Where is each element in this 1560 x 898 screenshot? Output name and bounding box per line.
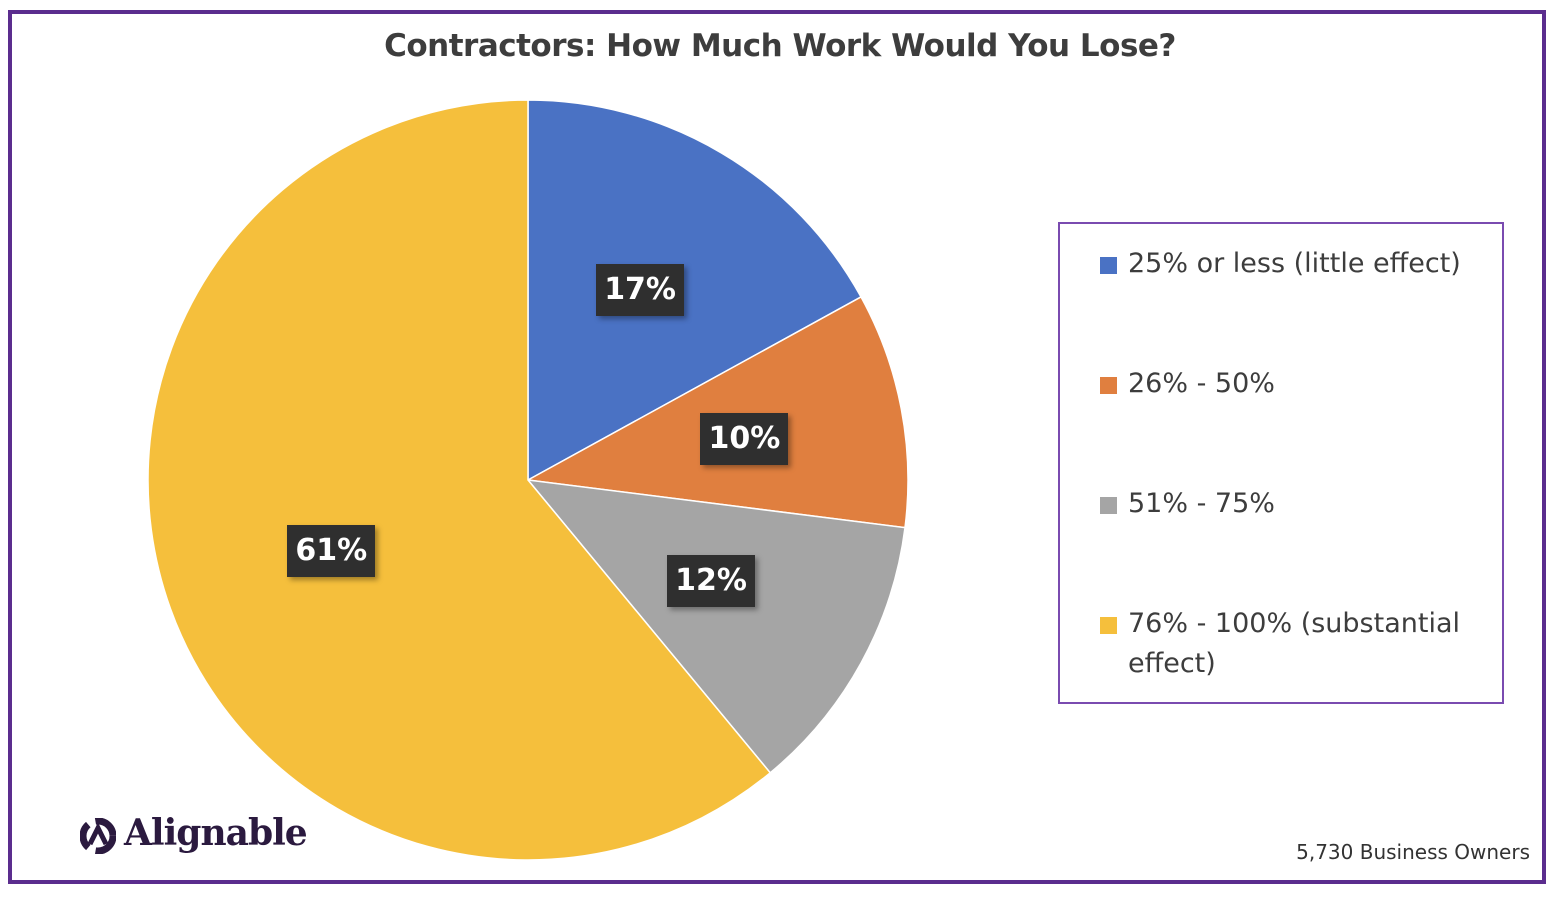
pie-data-label: 10% bbox=[700, 412, 789, 465]
pie-slice bbox=[527, 99, 863, 482]
pie-slice bbox=[147, 99, 772, 861]
legend-label: 26% - 50% bbox=[1128, 368, 1275, 399]
legend-item: 76% - 100% (substantial effect) bbox=[1100, 604, 1480, 684]
chart-legend: 25% or less (little effect) 26% - 50% 51… bbox=[1058, 222, 1504, 704]
legend-label: 51% - 75% bbox=[1128, 488, 1275, 519]
legend-swatch bbox=[1100, 257, 1117, 274]
legend-item: 51% - 75% bbox=[1100, 484, 1480, 524]
alignable-logo-icon bbox=[80, 818, 116, 854]
legend-swatch bbox=[1100, 617, 1117, 634]
pie-data-label: 61% bbox=[287, 524, 376, 577]
pie-slice bbox=[525, 295, 909, 529]
legend-swatch bbox=[1100, 497, 1117, 514]
pie-data-label: 17% bbox=[596, 264, 684, 317]
legend-item: 26% - 50% bbox=[1100, 364, 1480, 404]
legend-swatch bbox=[1100, 377, 1117, 394]
logo-text: Alignable bbox=[124, 812, 308, 854]
pie-data-label: 12% bbox=[667, 554, 755, 607]
legend-label: 76% - 100% (substantial effect) bbox=[1128, 608, 1460, 679]
legend-item: 25% or less (little effect) bbox=[1100, 244, 1480, 284]
pie-slice bbox=[526, 479, 906, 774]
chart-title: Contractors: How Much Work Would You Los… bbox=[384, 28, 1176, 64]
sample-size-note: 5,730 Business Owners bbox=[1296, 840, 1530, 864]
legend-label: 25% or less (little effect) bbox=[1128, 248, 1461, 279]
